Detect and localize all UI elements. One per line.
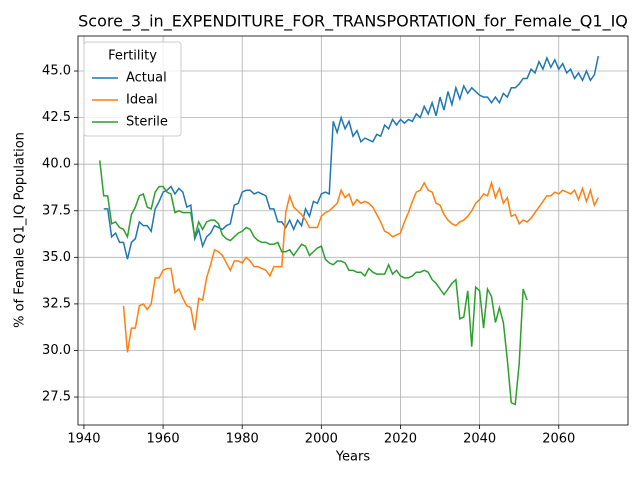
legend-box xyxy=(83,41,182,137)
y-tick-label: 42.5 xyxy=(42,110,71,125)
data-line xyxy=(103,55,600,260)
y-tick-label: 37.5 xyxy=(42,203,71,218)
legend-title: Fertility xyxy=(108,49,157,64)
legend: Fertility Actual Ideal Sterile xyxy=(83,41,182,137)
data-line xyxy=(99,160,528,406)
y-tick-label: 27.5 xyxy=(42,390,71,405)
y-axis-label: % of Female Q1_IQ Population xyxy=(13,132,28,328)
y-tick-label: 45.0 xyxy=(42,64,71,79)
x-tick-label: 2060 xyxy=(542,432,575,447)
y-tick-label: 30.0 xyxy=(42,343,71,358)
y-tick-label: 32.5 xyxy=(42,296,71,311)
x-tick-label: 1980 xyxy=(226,432,259,447)
y-tick-label: 35.0 xyxy=(42,250,71,265)
x-tick-label: 1940 xyxy=(67,432,100,447)
x-tick-label: 2040 xyxy=(463,432,496,447)
legend-label: Ideal xyxy=(126,93,158,108)
chart-title: Score_3_in_EXPENDITURE_FOR_TRANSPORTATIO… xyxy=(78,12,628,32)
plot-frame xyxy=(77,35,629,426)
x-tick-label: 1960 xyxy=(147,432,180,447)
x-tick-label: 2000 xyxy=(305,432,338,447)
x-axis-label: Years xyxy=(335,450,371,465)
legend-label: Sterile xyxy=(126,115,168,130)
data-line xyxy=(122,180,599,353)
y-tick-label: 40.0 xyxy=(42,157,71,172)
legend-label: Actual xyxy=(126,71,167,86)
x-tick-label: 2020 xyxy=(384,432,417,447)
